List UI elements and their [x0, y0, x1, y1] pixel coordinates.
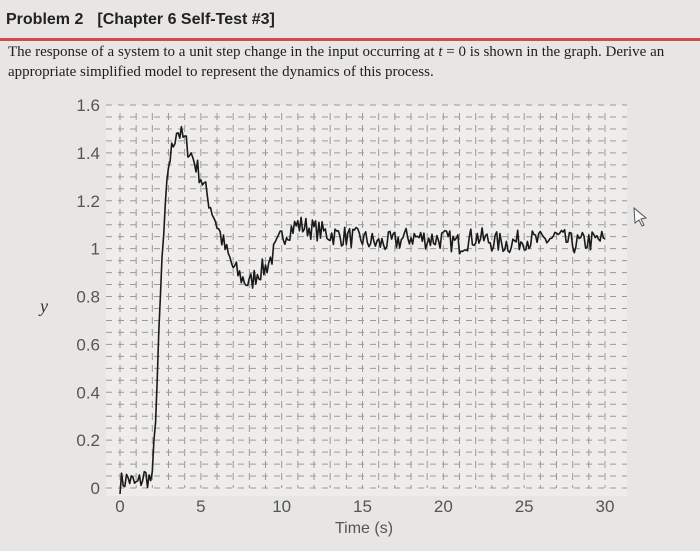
statement-text-1: The response of a system to a unit step …: [8, 44, 439, 60]
statement-variable-t: t: [438, 44, 443, 60]
y-axis-label: y: [38, 296, 48, 316]
chapter-reference: [Chapter 6 Self-Test #3]: [97, 11, 275, 28]
step-response-line: [119, 125, 606, 495]
x-tick-label: 30: [596, 497, 615, 516]
chart-grid: [106, 104, 627, 496]
y-tick-label: 0.4: [76, 383, 100, 402]
y-tick-label: 0.2: [76, 431, 100, 450]
statement-text-2: = 0 is shown in the graph. Derive an app…: [8, 44, 665, 80]
x-axis-label: Time (s): [335, 520, 393, 537]
y-tick-label: 0.6: [76, 335, 100, 354]
x-tick-label: 20: [434, 497, 453, 516]
problem-number: Problem 2: [6, 11, 84, 28]
y-tick-label: 1: [91, 240, 100, 259]
y-tick-label: 1.4: [76, 144, 100, 163]
problem-header: Problem 2 [Chapter 6 Self-Test #3]: [0, 0, 700, 40]
x-tick-label: 5: [196, 497, 205, 516]
mouse-cursor-icon: [633, 206, 648, 227]
header-rule: [0, 38, 700, 41]
y-tick-label: 0: [91, 479, 100, 498]
y-tick-label: 1.6: [76, 96, 100, 115]
x-tick-label: 0: [115, 497, 124, 516]
chart-series: [119, 125, 648, 495]
problem-statement: The response of a system to a unit step …: [8, 42, 688, 82]
x-tick-label: 15: [353, 497, 372, 516]
x-tick-label: 10: [272, 497, 291, 516]
plot-area: [106, 105, 627, 496]
y-tick-label: 1.2: [76, 192, 100, 211]
x-tick-label: 25: [515, 497, 534, 516]
chart-tick-labels: 0 5 10 15 20 25 30 0 0.2 0.4 0.6 0.8 1 1.2 1.4 1.6: [76, 96, 614, 516]
y-tick-label: 0.8: [76, 288, 100, 307]
